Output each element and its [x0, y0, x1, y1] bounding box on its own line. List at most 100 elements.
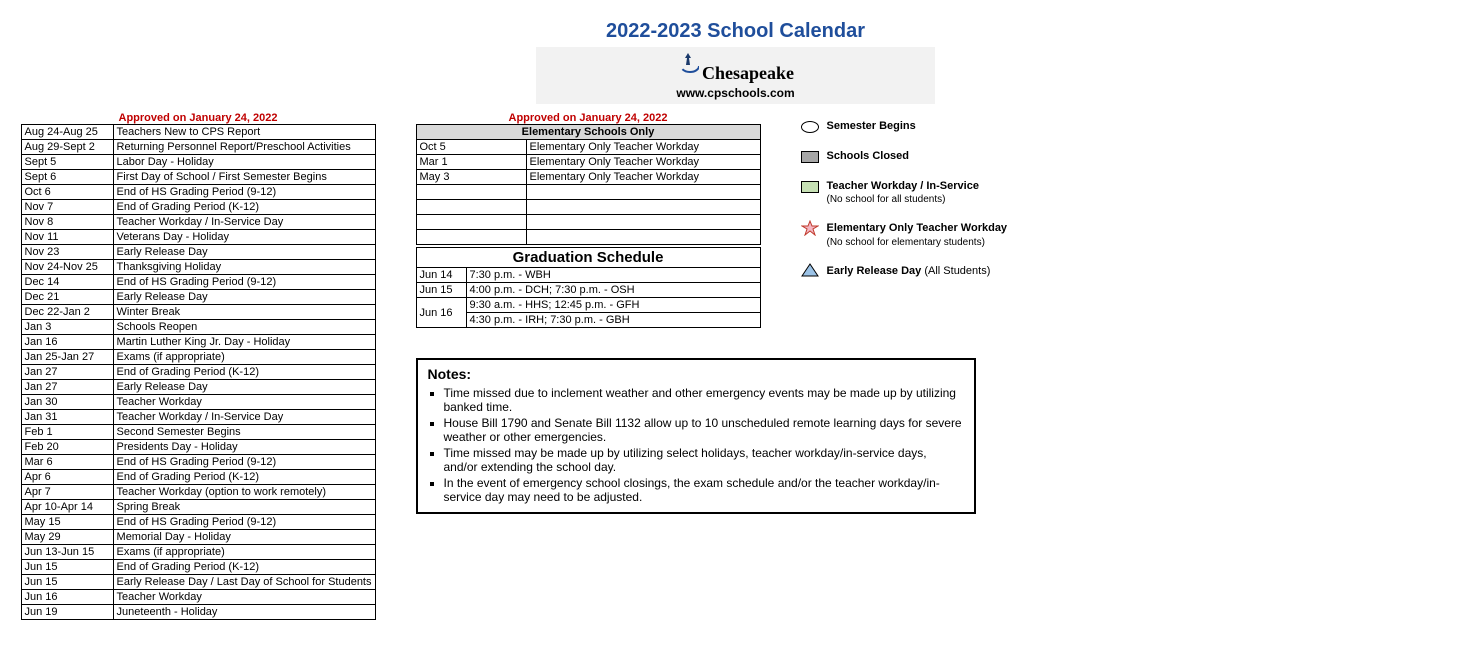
- table-row: Nov 11Veterans Day - Holiday: [21, 230, 375, 245]
- left-column: Approved on January 24, 2022 Aug 24-Aug …: [21, 112, 376, 620]
- event-date: Jan 27: [21, 380, 113, 395]
- event-date: Jan 30: [21, 395, 113, 410]
- table-row: Nov 8Teacher Workday / In-Service Day: [21, 215, 375, 230]
- table-row: Jun 16Teacher Workday: [21, 590, 375, 605]
- oval-icon: [801, 121, 819, 133]
- event-desc: First Day of School / First Semester Beg…: [113, 170, 375, 185]
- table-row: Feb 20Presidents Day - Holiday: [21, 440, 375, 455]
- event-date: May 29: [21, 530, 113, 545]
- blank-row: [416, 200, 760, 215]
- elementary-header: Elementary Schools Only: [416, 125, 760, 140]
- note-item: House Bill 1790 and Senate Bill 1132 all…: [444, 416, 964, 444]
- legend-item: Semester Begins: [801, 120, 1451, 134]
- table-row: Apr 7Teacher Workday (option to work rem…: [21, 485, 375, 500]
- table-row: Apr 6End of Grading Period (K-12): [21, 470, 375, 485]
- table-row: Jun 19Juneteenth - Holiday: [21, 605, 375, 620]
- rect-gray-icon: [801, 151, 819, 163]
- event-desc: End of Grading Period (K-12): [113, 200, 375, 215]
- table-row: Aug 24-Aug 25Teachers New to CPS Report: [21, 125, 375, 140]
- event-date: May 15: [21, 515, 113, 530]
- blank-row: [416, 185, 760, 200]
- event-date: Feb 1: [21, 425, 113, 440]
- event-date: Mar 6: [21, 455, 113, 470]
- event-date: Aug 24-Aug 25: [21, 125, 113, 140]
- event-desc: End of HS Grading Period (9-12): [113, 515, 375, 530]
- table-row: Jan 27Early Release Day: [21, 380, 375, 395]
- site-url: www.cpschools.com: [676, 86, 794, 100]
- event-desc: Teacher Workday: [113, 590, 375, 605]
- event-date: Apr 6: [21, 470, 113, 485]
- table-row: Jun 154:00 p.m. - DCH; 7:30 p.m. - OSH: [416, 283, 760, 298]
- table-row: May 3Elementary Only Teacher Workday: [416, 170, 760, 185]
- event-desc: Thanksgiving Holiday: [113, 260, 375, 275]
- table-row: Jun 15End of Grading Period (K-12): [21, 560, 375, 575]
- table-row: Jan 3Schools Reopen: [21, 320, 375, 335]
- event-desc: Martin Luther King Jr. Day - Holiday: [113, 335, 375, 350]
- event-date: Nov 24-Nov 25: [21, 260, 113, 275]
- notes-box: Notes: Time missed due to inclement weat…: [416, 358, 976, 514]
- event-desc: Early Release Day: [113, 245, 375, 260]
- grad-desc: 4:30 p.m. - IRH; 7:30 p.m. - GBH: [466, 313, 760, 328]
- table-row: Oct 5Elementary Only Teacher Workday: [416, 140, 760, 155]
- logo-band: Chesapeake www.cpschools.com: [536, 47, 934, 104]
- event-desc: Returning Personnel Report/Preschool Act…: [113, 140, 375, 155]
- event-date: Mar 1: [416, 155, 526, 170]
- table-row: Jan 25-Jan 27Exams (if appropriate): [21, 350, 375, 365]
- logo-text: Chesapeake: [702, 63, 794, 83]
- event-date: Feb 20: [21, 440, 113, 455]
- grad-desc: 7:30 p.m. - WBH: [466, 268, 760, 283]
- table-row: Jan 16Martin Luther King Jr. Day - Holid…: [21, 335, 375, 350]
- legend-item: Elementary Only Teacher Workday(No schoo…: [801, 222, 1451, 248]
- table-row: Apr 10-Apr 14Spring Break: [21, 500, 375, 515]
- event-desc: Early Release Day: [113, 290, 375, 305]
- event-date: Dec 21: [21, 290, 113, 305]
- event-date: Apr 10-Apr 14: [21, 500, 113, 515]
- event-desc: Teacher Workday: [113, 395, 375, 410]
- event-desc: End of HS Grading Period (9-12): [113, 275, 375, 290]
- right-column: Semester BeginsSchools ClosedTeacher Wor…: [801, 112, 1451, 295]
- legend-item: Teacher Workday / In-Service(No school f…: [801, 180, 1451, 206]
- event-date: Jan 31: [21, 410, 113, 425]
- table-row: 4:30 p.m. - IRH; 7:30 p.m. - GBH: [416, 313, 760, 328]
- event-desc: Teacher Workday / In-Service Day: [113, 410, 375, 425]
- event-date: Nov 8: [21, 215, 113, 230]
- grad-desc: 9:30 a.m. - HHS; 12:45 p.m. - GFH: [466, 298, 760, 313]
- graduation-table: Jun 147:30 p.m. - WBHJun 154:00 p.m. - D…: [416, 267, 761, 328]
- table-row: May 15End of HS Grading Period (9-12): [21, 515, 375, 530]
- elementary-table: Elementary Schools OnlyOct 5Elementary O…: [416, 124, 761, 245]
- content-columns: Approved on January 24, 2022 Aug 24-Aug …: [21, 112, 1451, 620]
- event-date: Oct 5: [416, 140, 526, 155]
- triangle-icon: [801, 263, 819, 280]
- table-row: May 29Memorial Day - Holiday: [21, 530, 375, 545]
- legend-label: Early Release Day (All Students): [827, 265, 991, 278]
- table-row: Dec 21Early Release Day: [21, 290, 375, 305]
- event-desc: End of Grading Period (K-12): [113, 365, 375, 380]
- table-row: Jun 169:30 a.m. - HHS; 12:45 p.m. - GFH: [416, 298, 760, 313]
- middle-column: Approved on January 24, 2022 Elementary …: [416, 112, 761, 514]
- event-date: Nov 23: [21, 245, 113, 260]
- notes-list: Time missed due to inclement weather and…: [428, 386, 964, 504]
- event-desc: Memorial Day - Holiday: [113, 530, 375, 545]
- event-desc: Veterans Day - Holiday: [113, 230, 375, 245]
- table-row: Nov 7End of Grading Period (K-12): [21, 200, 375, 215]
- page-title: 2022-2023 School Calendar: [21, 20, 1451, 43]
- table-row: Jun 15Early Release Day / Last Day of Sc…: [21, 575, 375, 590]
- table-row: Jun 13-Jun 15Exams (if appropriate): [21, 545, 375, 560]
- event-desc: Elementary Only Teacher Workday: [526, 140, 760, 155]
- event-desc: Teachers New to CPS Report: [113, 125, 375, 140]
- event-desc: End of Grading Period (K-12): [113, 470, 375, 485]
- table-row: Aug 29-Sept 2Returning Personnel Report/…: [21, 140, 375, 155]
- event-date: Jan 27: [21, 365, 113, 380]
- table-row: Sept 5Labor Day - Holiday: [21, 155, 375, 170]
- event-desc: Labor Day - Holiday: [113, 155, 375, 170]
- approved-mid: Approved on January 24, 2022: [416, 112, 761, 124]
- graduation-header: Graduation Schedule: [416, 247, 761, 267]
- table-row: Jan 31Teacher Workday / In-Service Day: [21, 410, 375, 425]
- event-desc: End of HS Grading Period (9-12): [113, 185, 375, 200]
- event-date: Nov 11: [21, 230, 113, 245]
- legend-label: Semester Begins: [827, 120, 916, 133]
- event-date: Sept 6: [21, 170, 113, 185]
- event-date: Jan 3: [21, 320, 113, 335]
- table-row: Jun 147:30 p.m. - WBH: [416, 268, 760, 283]
- event-date: Jun 15: [21, 575, 113, 590]
